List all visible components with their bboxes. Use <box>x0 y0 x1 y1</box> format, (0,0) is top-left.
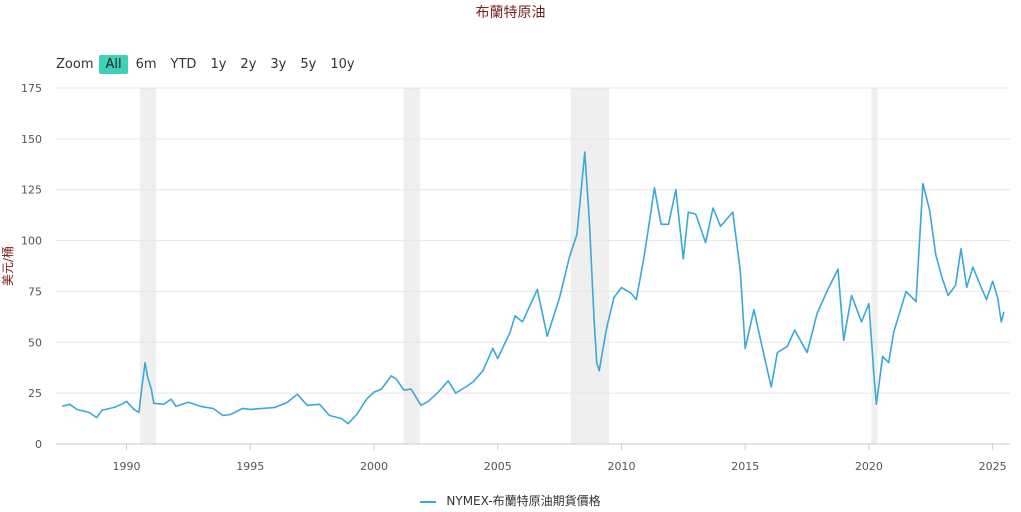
y-axis-label: 美元/桶 <box>0 246 15 286</box>
x-tick-label: 1995 <box>236 460 264 473</box>
y-tick-label: 150 <box>21 133 42 146</box>
legend-swatch <box>420 500 437 503</box>
x-tick-label: 2005 <box>484 460 512 473</box>
legend[interactable]: NYMEX-布蘭特原油期貨價格 <box>0 492 1021 509</box>
y-tick-label: 125 <box>21 184 42 197</box>
series-line <box>61 151 1005 425</box>
x-tick-label: 2020 <box>855 460 883 473</box>
shaded-period <box>871 88 878 444</box>
y-tick-label: 175 <box>21 82 42 95</box>
shaded-period <box>403 88 420 444</box>
zoom-10y-button[interactable]: 10y <box>330 56 355 72</box>
line-chart: 0 25 50 75 100 125 150 175 1990 1995 2000 2005 2010 2… <box>0 82 1010 473</box>
chart-title: 布蘭特原油 <box>475 5 546 21</box>
zoom-2y-button[interactable]: 2y <box>240 56 257 72</box>
zoom-range-selector: Zoom All 6m YTD 1y 2y 3y 5y 10y <box>56 53 363 75</box>
zoom-6m-button[interactable]: 6m <box>135 56 157 72</box>
x-tick-label: 1990 <box>113 460 141 473</box>
y-tick-label: 0 <box>35 438 42 451</box>
zoom-5y-button[interactable]: 5y <box>300 56 317 72</box>
x-tick-label: 2015 <box>731 460 759 473</box>
zoom-1y-button[interactable]: 1y <box>210 56 227 72</box>
y-tick-label: 75 <box>28 285 42 298</box>
x-tick-label: 2000 <box>360 460 388 473</box>
zoom-3y-button[interactable]: 3y <box>270 56 287 72</box>
y-tick-label: 100 <box>21 235 42 248</box>
zoom-all-button[interactable]: All <box>99 54 128 74</box>
shaded-period <box>140 88 157 444</box>
zoom-label: Zoom <box>56 56 94 72</box>
y-tick-label: 25 <box>28 387 42 400</box>
x-tick-label: 2025 <box>979 460 1007 473</box>
x-tick-label: 2010 <box>607 460 635 473</box>
shaded-period <box>570 88 610 444</box>
y-tick-label: 50 <box>28 336 42 349</box>
zoom-ytd-button[interactable]: YTD <box>170 56 197 72</box>
legend-item-label: NYMEX-布蘭特原油期貨價格 <box>446 494 601 508</box>
